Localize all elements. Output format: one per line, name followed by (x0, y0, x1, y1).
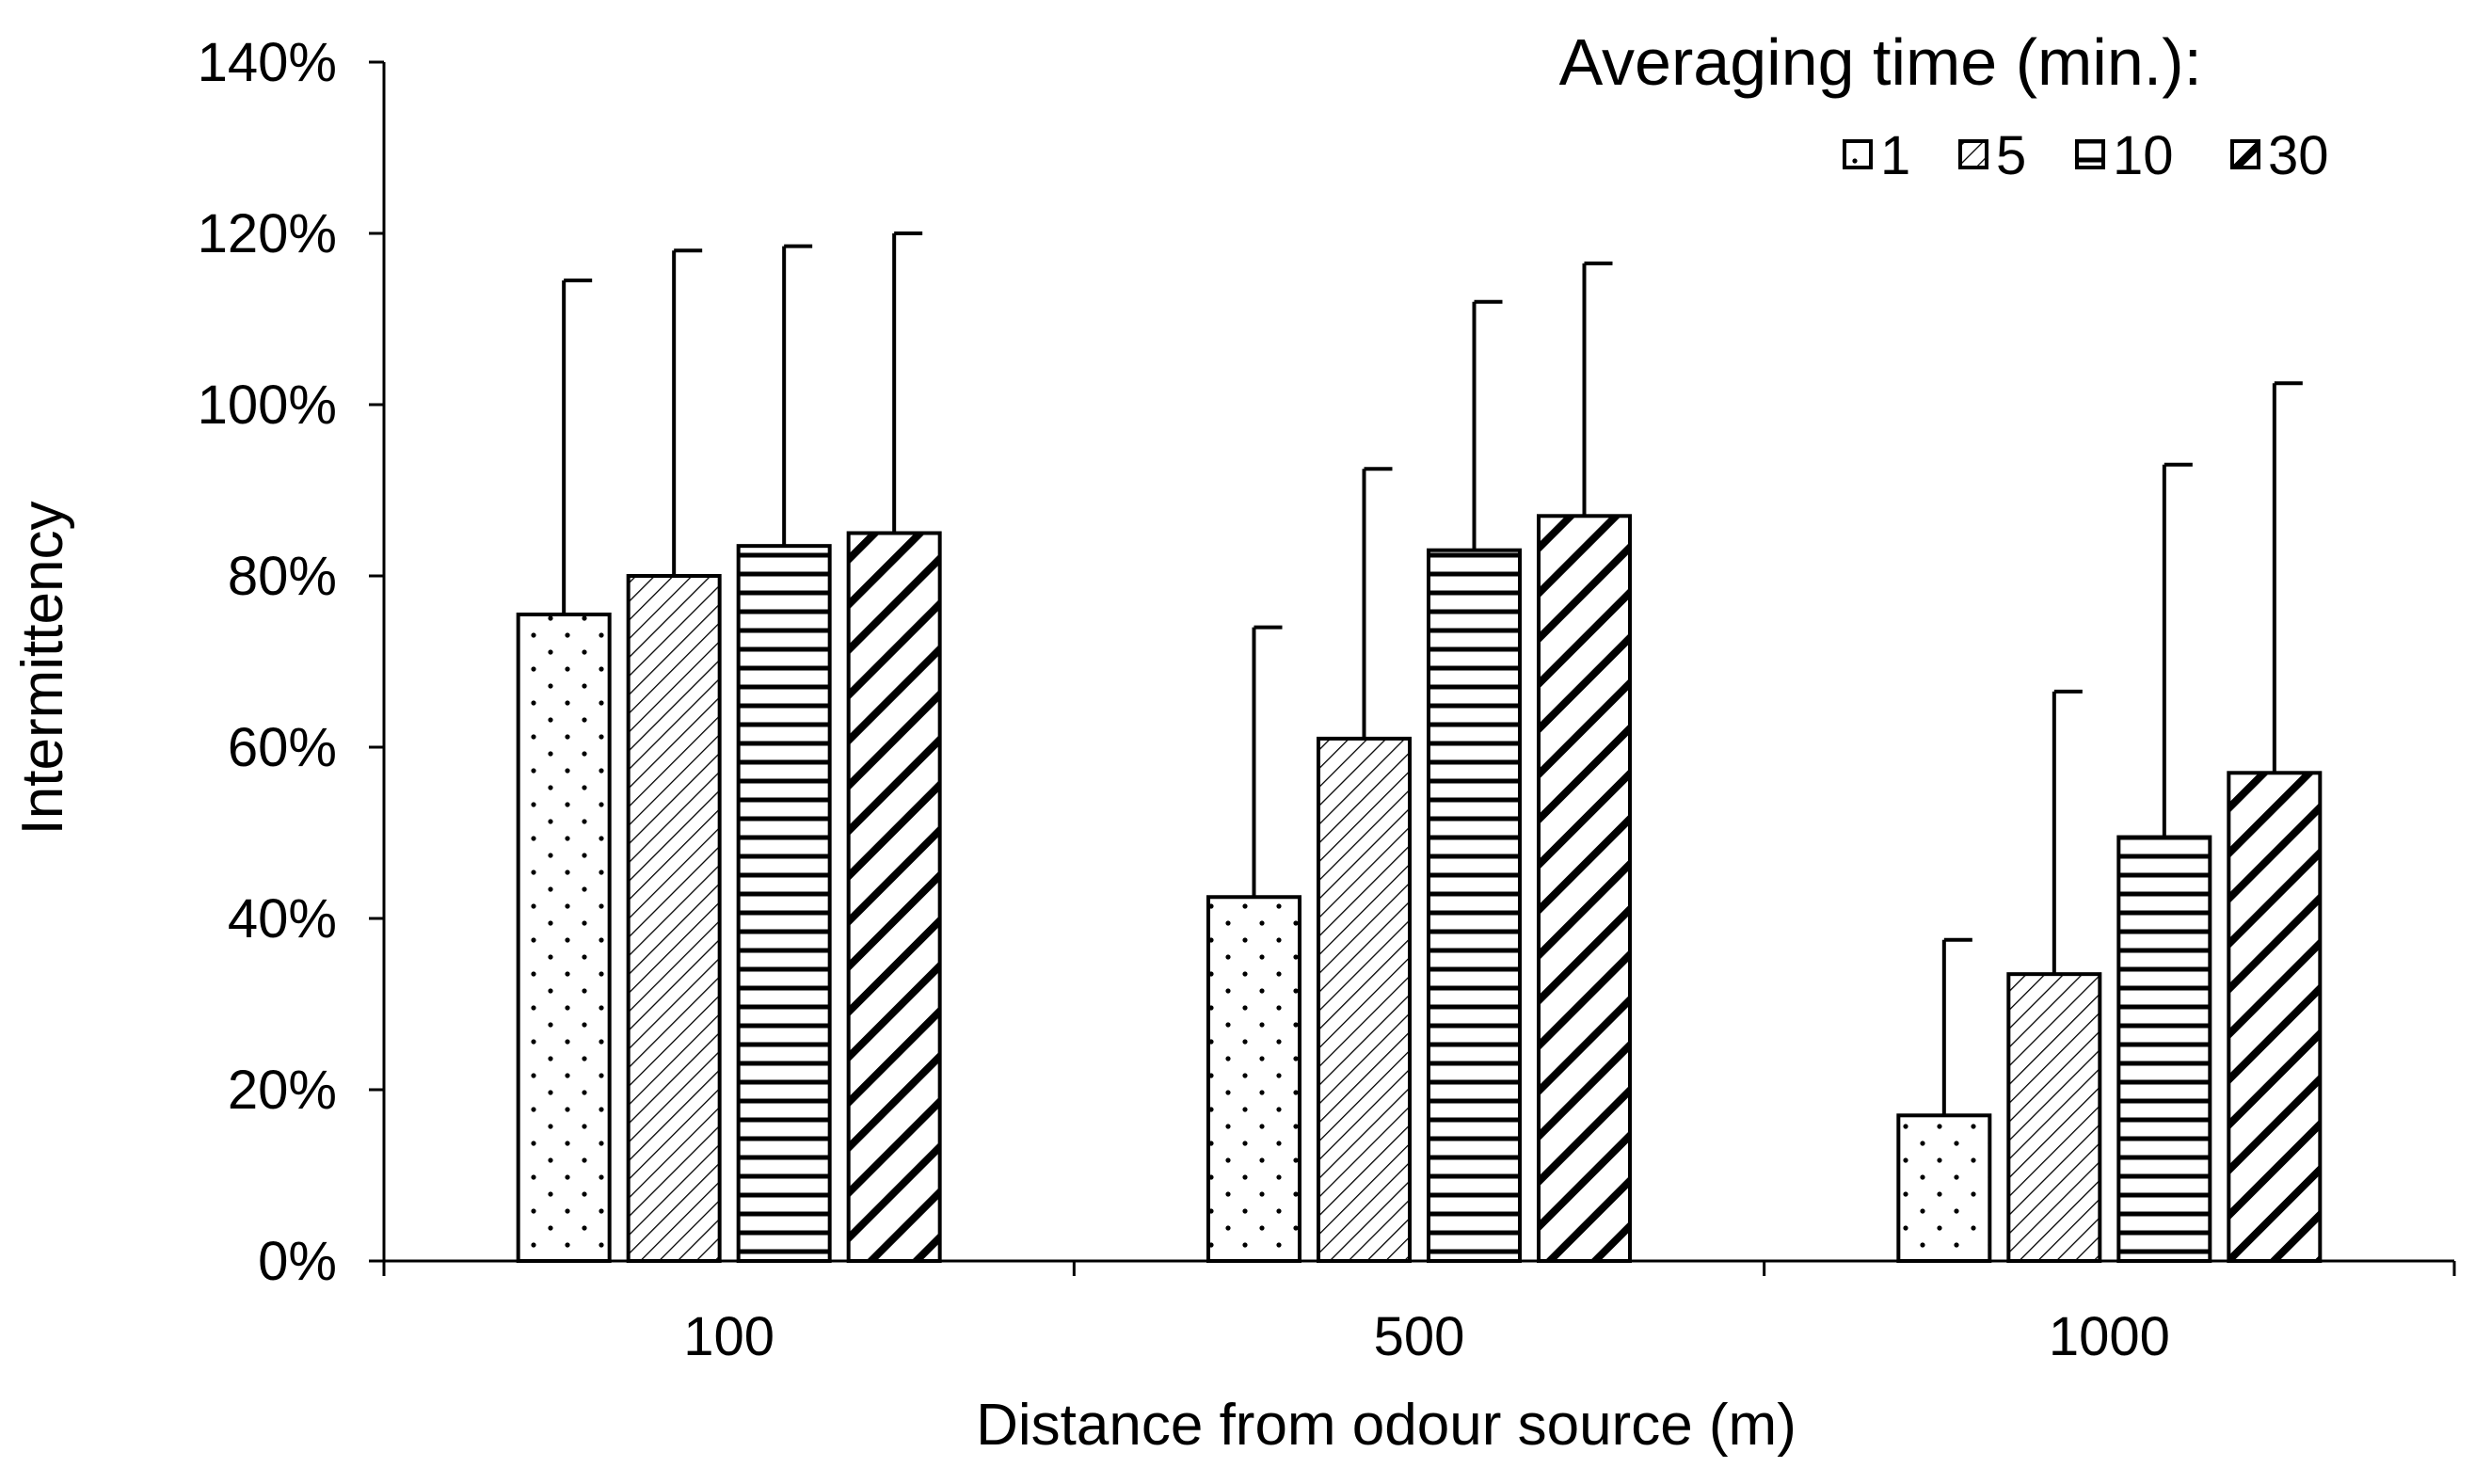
bar-10-100 (736, 544, 832, 1263)
bar-10-500 (1427, 548, 1522, 1263)
y-tick-label: 100% (198, 375, 337, 436)
legend-swatch-5 (1958, 139, 1988, 169)
bar-5-100 (626, 574, 722, 1263)
x-tick-label: 500 (1374, 1306, 1465, 1367)
bar-30-100 (846, 531, 942, 1263)
bar-1-500 (1206, 895, 1301, 1263)
legend-title: Averaging time (min.): (1559, 25, 2202, 99)
bar-30-1000 (2227, 771, 2323, 1263)
bar-1-100 (516, 612, 612, 1263)
legend-label-10: 10 (2113, 125, 2174, 186)
legend-swatch-30 (2230, 139, 2260, 169)
bar-10-1000 (2116, 835, 2212, 1263)
y-tick-label: 40% (228, 888, 337, 949)
y-tick-label: 0% (258, 1231, 337, 1292)
y-tick-label: 140% (198, 32, 337, 93)
y-tick-label: 120% (198, 203, 337, 264)
y-tick-label: 60% (228, 717, 337, 778)
legend-label-5: 5 (1996, 125, 2026, 186)
y-axis-title: Intermittency (10, 502, 75, 836)
x-axis: 100 500 1000 (382, 1259, 2456, 1367)
bar-30-500 (1537, 514, 1632, 1263)
bar-5-1000 (2006, 972, 2102, 1264)
bar-1-1000 (1896, 1113, 1992, 1264)
x-tick-label: 1000 (2049, 1306, 2170, 1367)
x-tick-label: 100 (683, 1306, 774, 1367)
legend: Averaging time (min.): 1 5 10 30 (1559, 25, 2329, 186)
legend-label-1: 1 (1880, 125, 1910, 186)
bar-5-500 (1317, 736, 1412, 1263)
y-tick-label: 80% (228, 546, 337, 607)
y-tick-label: 20% (228, 1060, 337, 1121)
legend-swatch-10 (2075, 139, 2105, 169)
y-axis: 0% 20% 40% 60% 80% 100% 120% 140% (198, 32, 386, 1292)
x-axis-title: Distance from odour source (m) (976, 1393, 1796, 1458)
bars (516, 514, 2323, 1264)
error-bars (562, 231, 2303, 1116)
legend-swatch-1 (1843, 139, 1873, 169)
legend-label-30: 30 (2268, 125, 2329, 186)
